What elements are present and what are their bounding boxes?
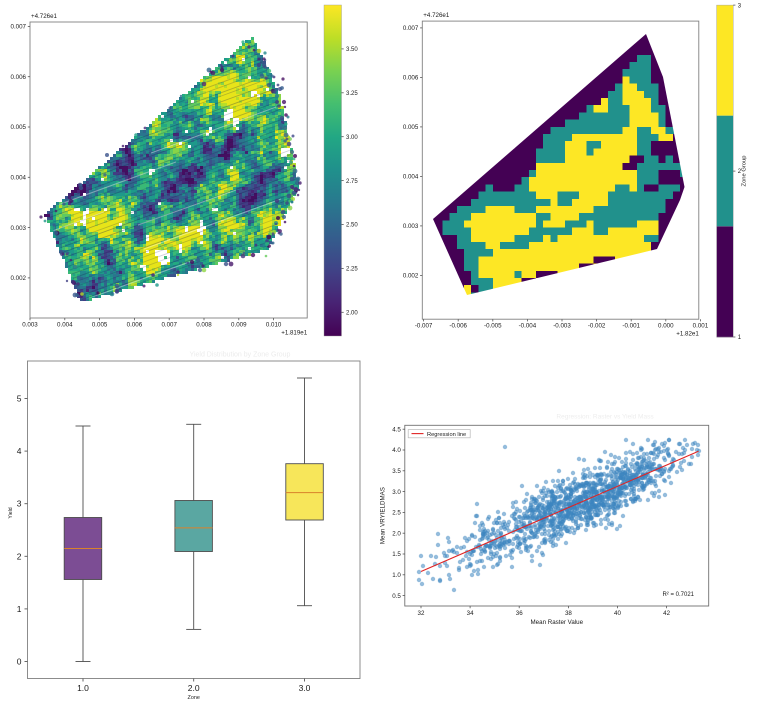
svg-text:2.5: 2.5 [392, 510, 401, 517]
svg-text:Zone Group: Zone Group [742, 156, 748, 187]
svg-text:2.0: 2.0 [188, 683, 200, 693]
svg-text:0.006: 0.006 [403, 75, 419, 82]
svg-text:4.0: 4.0 [392, 447, 401, 454]
svg-text:5: 5 [17, 394, 22, 404]
svg-text:0.002: 0.002 [403, 273, 419, 280]
svg-text:0.004: 0.004 [403, 174, 419, 181]
svg-text:3.25: 3.25 [346, 91, 358, 97]
svg-text:+4.726e1: +4.726e1 [423, 12, 450, 19]
svg-text:2.25: 2.25 [346, 267, 358, 273]
svg-text:-0.004: -0.004 [519, 323, 537, 330]
svg-text:+1.82e1: +1.82e1 [676, 331, 699, 338]
svg-text:0.007: 0.007 [11, 24, 27, 31]
svg-text:-0.002: -0.002 [588, 323, 606, 330]
svg-text:0.005: 0.005 [403, 124, 419, 131]
svg-text:Regression line: Regression line [427, 432, 466, 438]
svg-text:0.009: 0.009 [231, 322, 247, 329]
svg-text:+4.726e1: +4.726e1 [31, 13, 58, 20]
svg-text:0.003: 0.003 [403, 223, 419, 230]
svg-text:1.0: 1.0 [77, 683, 89, 693]
svg-text:0.003: 0.003 [22, 322, 38, 329]
svg-text:+1.819e1: +1.819e1 [281, 330, 308, 337]
svg-text:-0.007: -0.007 [415, 323, 433, 330]
svg-text:0.007: 0.007 [161, 322, 177, 329]
svg-text:32: 32 [418, 610, 425, 617]
svg-text:0.004: 0.004 [57, 322, 73, 329]
svg-text:Yield: Yield [8, 507, 14, 518]
svg-text:1: 1 [738, 335, 742, 341]
svg-text:3: 3 [738, 3, 742, 9]
svg-text:36: 36 [516, 610, 523, 617]
svg-text:3.0: 3.0 [299, 683, 311, 693]
svg-text:-0.005: -0.005 [484, 323, 502, 330]
svg-text:Mean VRYIELDMAS: Mean VRYIELDMAS [380, 487, 387, 544]
svg-text:2: 2 [17, 551, 22, 561]
svg-text:0.003: 0.003 [11, 225, 27, 232]
svg-text:42: 42 [663, 610, 670, 617]
svg-text:3.5: 3.5 [392, 468, 401, 475]
svg-text:0.005: 0.005 [11, 124, 27, 131]
svg-text:2: 2 [738, 169, 742, 175]
svg-text:0.006: 0.006 [127, 322, 143, 329]
svg-text:2.75: 2.75 [346, 179, 358, 185]
svg-text:Regression: Raster vs Yield Ma: Regression: Raster vs Yield Mass [556, 414, 654, 421]
svg-text:4: 4 [17, 446, 22, 456]
svg-text:3.50: 3.50 [346, 47, 358, 53]
svg-text:4.5: 4.5 [392, 426, 401, 433]
svg-text:0.006: 0.006 [11, 74, 27, 81]
svg-text:R² = 0.7021: R² = 0.7021 [662, 592, 694, 598]
svg-text:0: 0 [17, 657, 22, 667]
svg-text:0.001: 0.001 [693, 323, 709, 330]
svg-text:40: 40 [614, 610, 621, 617]
svg-text:Zone: Zone [188, 695, 200, 701]
svg-text:38: 38 [565, 610, 572, 617]
svg-text:0.000: 0.000 [658, 323, 674, 330]
svg-text:0.010: 0.010 [266, 322, 282, 329]
svg-text:2.0: 2.0 [392, 530, 401, 537]
svg-text:0.5: 0.5 [392, 593, 401, 600]
svg-text:2.50: 2.50 [346, 223, 358, 229]
svg-text:-0.006: -0.006 [449, 323, 467, 330]
svg-text:0.005: 0.005 [92, 322, 108, 329]
svg-text:0.002: 0.002 [11, 275, 27, 282]
svg-text:0.007: 0.007 [403, 25, 419, 32]
svg-text:2.00: 2.00 [346, 311, 358, 317]
svg-text:0.004: 0.004 [11, 175, 27, 182]
svg-text:Yield Distribution by Zone Gro: Yield Distribution by Zone Group [190, 352, 291, 359]
svg-text:0.008: 0.008 [196, 322, 212, 329]
svg-text:3: 3 [17, 499, 22, 509]
svg-text:3.0: 3.0 [392, 489, 401, 496]
svg-text:34: 34 [467, 610, 474, 617]
svg-text:3.00: 3.00 [346, 135, 358, 141]
svg-text:1: 1 [17, 604, 22, 614]
svg-text:1.5: 1.5 [392, 551, 401, 558]
svg-text:-0.003: -0.003 [553, 323, 571, 330]
svg-text:-0.001: -0.001 [622, 323, 640, 330]
svg-text:Mean Raster Value: Mean Raster Value [531, 619, 584, 626]
svg-text:1.0: 1.0 [392, 572, 401, 579]
